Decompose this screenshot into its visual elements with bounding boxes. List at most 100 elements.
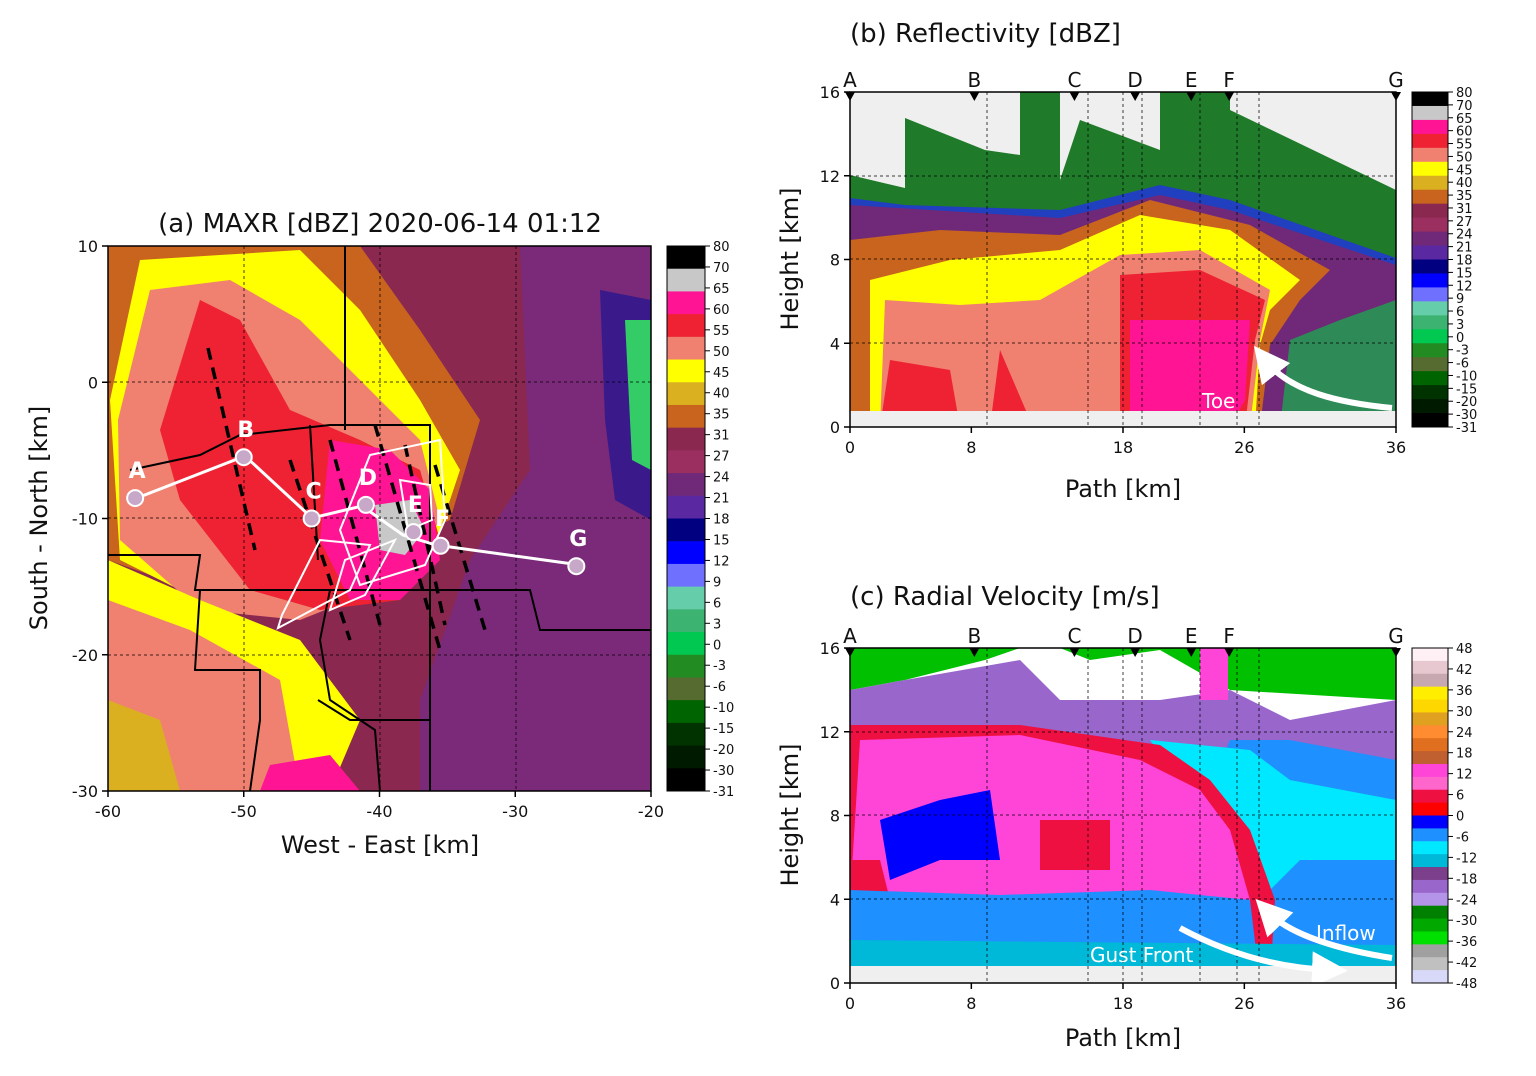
colorbar-label: 18 xyxy=(713,513,730,528)
colorbar-label: 0 xyxy=(713,638,721,653)
colorbar-swatch xyxy=(1412,867,1448,881)
point-marker xyxy=(1186,92,1197,101)
colorbar-swatch xyxy=(1412,371,1448,386)
colorbar-swatch xyxy=(667,404,705,429)
colorbar-swatch xyxy=(1412,147,1448,163)
colorbar-swatch xyxy=(667,654,705,678)
panel-b-y-label: Height [km] xyxy=(776,188,804,331)
colorbar-swatch xyxy=(667,382,705,406)
colorbar-label: -30 xyxy=(713,764,734,779)
colorbar-label: 55 xyxy=(1456,138,1473,153)
point-label: B xyxy=(967,624,981,648)
colorbar-label: 70 xyxy=(713,261,730,276)
colorbar-label: 9 xyxy=(1456,292,1464,307)
colorbar-swatch xyxy=(1412,203,1448,219)
path-point-marker xyxy=(234,448,253,467)
vel-red-mid xyxy=(850,820,1110,900)
point-label: E xyxy=(1185,68,1198,92)
y-tick-label: -10 xyxy=(72,510,98,529)
colorbar-swatch xyxy=(667,768,705,792)
colorbar-label: 21 xyxy=(1456,241,1473,256)
colorbar-label: 27 xyxy=(1456,215,1473,230)
panel-a-grid xyxy=(108,246,651,791)
panel-b-grid xyxy=(850,92,1396,427)
colorbar-swatch xyxy=(667,473,705,497)
colorbar-label: 21 xyxy=(713,492,730,507)
y-tick-label: 12 xyxy=(820,723,840,742)
panel-c-grid xyxy=(850,648,1396,983)
vel-cyan xyxy=(1150,740,1396,900)
colorbar-label: 45 xyxy=(1456,163,1473,178)
colorbar-swatch xyxy=(667,359,705,383)
colorbar-label: 30 xyxy=(1456,705,1473,720)
colorbar-label: -30 xyxy=(1456,408,1477,423)
colorbar-label: -10 xyxy=(713,701,734,716)
y-tick-label: 16 xyxy=(820,83,840,102)
colorbar-swatch xyxy=(667,495,705,519)
colorbar-label: 65 xyxy=(713,282,730,297)
colorbar-swatch xyxy=(1412,329,1448,344)
colorbar-label: 15 xyxy=(1456,266,1473,281)
colorbar-label: -36 xyxy=(1456,935,1477,950)
colorbar-swatch xyxy=(667,336,705,361)
path-point-label: G xyxy=(569,527,587,552)
y-tick-label: 8 xyxy=(830,807,840,826)
path-point-label: A xyxy=(129,459,146,484)
colorbar-swatch xyxy=(667,314,705,338)
colorbar-label: 24 xyxy=(1456,228,1473,243)
point-marker xyxy=(1224,92,1235,101)
colorbar-swatch xyxy=(1412,802,1448,816)
county-boundaries xyxy=(108,246,651,792)
vel-pink-top xyxy=(1200,648,1228,700)
colorbar-swatch xyxy=(667,427,705,451)
path-point-marker xyxy=(126,489,145,508)
colorbar-label: 50 xyxy=(1456,150,1473,165)
white-contours xyxy=(276,438,447,631)
colorbar-swatch xyxy=(1412,105,1448,121)
colorbar-label: 15 xyxy=(713,533,730,548)
colorbar-label: 18 xyxy=(1456,747,1473,762)
colorbar-label: -15 xyxy=(1456,382,1477,397)
path-point-marker xyxy=(356,495,375,514)
point-marker xyxy=(1391,92,1401,101)
point-marker xyxy=(1224,648,1235,657)
path-point-marker xyxy=(567,557,586,576)
x-tick-label: -30 xyxy=(502,802,528,821)
colorbar-label: -12 xyxy=(1456,851,1477,866)
colorbar-swatch xyxy=(1412,738,1448,752)
colorbar-label: 36 xyxy=(1456,684,1473,699)
x-tick-label: 18 xyxy=(1113,994,1133,1013)
colorbar-label: 6 xyxy=(1456,789,1464,804)
panel-a-x-ticks: -60 -50 -40 -30 -20 xyxy=(95,791,664,821)
point-marker xyxy=(1130,648,1141,657)
point-label: D xyxy=(1127,624,1142,648)
colorbar-label: -6 xyxy=(1456,830,1469,845)
x-tick-label: 36 xyxy=(1386,994,1406,1013)
colorbar-swatch xyxy=(667,246,705,270)
colorbar-swatch xyxy=(667,268,705,292)
colorbar-swatch xyxy=(1412,385,1448,400)
colorbar-label: -24 xyxy=(1456,893,1477,908)
colorbar-label: -20 xyxy=(713,743,734,758)
vel-blue-mid xyxy=(880,790,1000,880)
colorbar-label: 0 xyxy=(1456,810,1464,825)
gust-front-label: Gust Front xyxy=(1090,943,1194,967)
path-point-marker xyxy=(302,509,321,528)
colorbar-swatch xyxy=(1412,259,1448,274)
colorbar-swatch xyxy=(1412,315,1448,330)
toe-label: Toe xyxy=(1201,389,1235,413)
x-tick-label: -60 xyxy=(95,802,121,821)
colorbar-swatch xyxy=(1412,357,1448,372)
colorbar-swatch xyxy=(667,450,705,474)
colorbar-label: 27 xyxy=(713,450,730,465)
inflow-arrow xyxy=(1255,899,1393,961)
panel-b-y-ticks: 0 4 8 12 16 xyxy=(820,83,850,437)
panel-a: (a) MAXR [dBZ] 2020-06-14 01:12 xyxy=(25,209,734,859)
map-orange-sw xyxy=(108,700,180,791)
map-east-cyan xyxy=(625,320,651,470)
colorbar-swatch xyxy=(1412,301,1448,316)
panel-b-x-ticks: 0 8 18 26 36 xyxy=(845,427,1406,457)
panel-a-x-label: West - East [km] xyxy=(281,831,479,859)
refl-magenta xyxy=(1130,320,1250,427)
colorbar-label: 55 xyxy=(713,324,730,339)
